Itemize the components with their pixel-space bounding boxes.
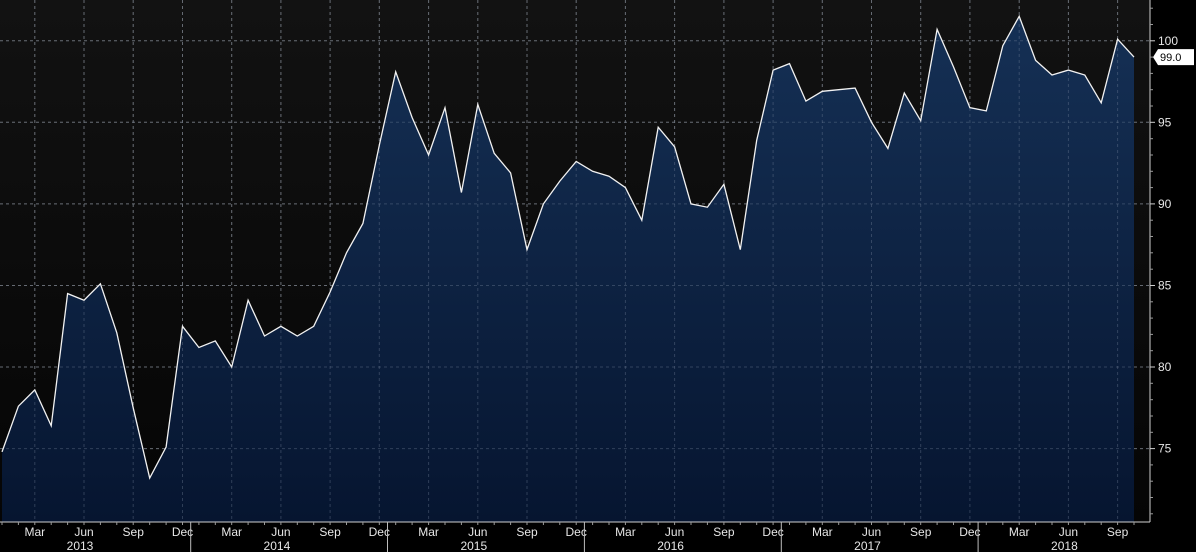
last-value-label: 99.0 — [1160, 52, 1181, 64]
x-axis-ticks: Mar Jun Sep Dec Mar Jun Sep Dec Mar Jun Sep Dec Mar J… — [1, 522, 1135, 539]
x-year-label: 2017 — [854, 539, 881, 552]
x-year-label: 2015 — [460, 539, 487, 552]
x-year-label: 2016 — [657, 539, 684, 552]
x-tick-label: Dec — [172, 525, 193, 539]
x-tick-label: Mar — [1009, 525, 1030, 539]
x-year-label: 2018 — [1051, 539, 1078, 552]
x-tick-label: Jun — [468, 525, 487, 539]
x-tick-label: Jun — [271, 525, 290, 539]
series-area — [2, 16, 1134, 523]
x-tick-label: Sep — [123, 525, 145, 539]
x-tick-label: Sep — [516, 525, 538, 539]
y-axis-ticks: 75 80 85 90 95 100 — [1150, 7, 1178, 515]
x-tick-label: Dec — [369, 525, 390, 539]
y-tick-label: 95 — [1158, 115, 1172, 129]
x-tick-label: Jun — [1059, 525, 1078, 539]
last-value-badge-bg — [1153, 49, 1194, 66]
y-tick-label: 75 — [1158, 442, 1172, 456]
x-axis-years: 2013 2014 2015 2016 2017 2018 — [67, 522, 1078, 552]
x-tick-label: Mar — [221, 525, 242, 539]
series-line — [1, 14, 1135, 480]
x-tick-label: Jun — [862, 525, 881, 539]
x-tick-label: Sep — [1107, 525, 1129, 539]
y-tick-label: 100 — [1158, 34, 1178, 48]
x-tick-label: Sep — [713, 525, 735, 539]
x-tick-label: Dec — [566, 525, 587, 539]
y-tick-label: 90 — [1158, 197, 1172, 211]
x-tick-label: Mar — [418, 525, 439, 539]
x-year-label: 2013 — [67, 539, 94, 552]
grid-lines-over-area — [0, 0, 1150, 522]
x-tick-label: Sep — [319, 525, 341, 539]
x-tick-label: Dec — [959, 525, 980, 539]
last-value-badge: 99.0 — [1153, 49, 1194, 66]
x-tick-label: Dec — [762, 525, 783, 539]
y-tick-label: 80 — [1158, 360, 1172, 374]
x-tick-label: Mar — [812, 525, 833, 539]
y-tick-label: 85 — [1158, 279, 1172, 293]
x-tick-label: Mar — [615, 525, 636, 539]
x-tick-label: Jun — [665, 525, 684, 539]
x-year-label: 2014 — [264, 539, 291, 552]
x-tick-label: Jun — [74, 525, 93, 539]
x-tick-label: Sep — [910, 525, 932, 539]
x-tick-label: Mar — [24, 525, 45, 539]
